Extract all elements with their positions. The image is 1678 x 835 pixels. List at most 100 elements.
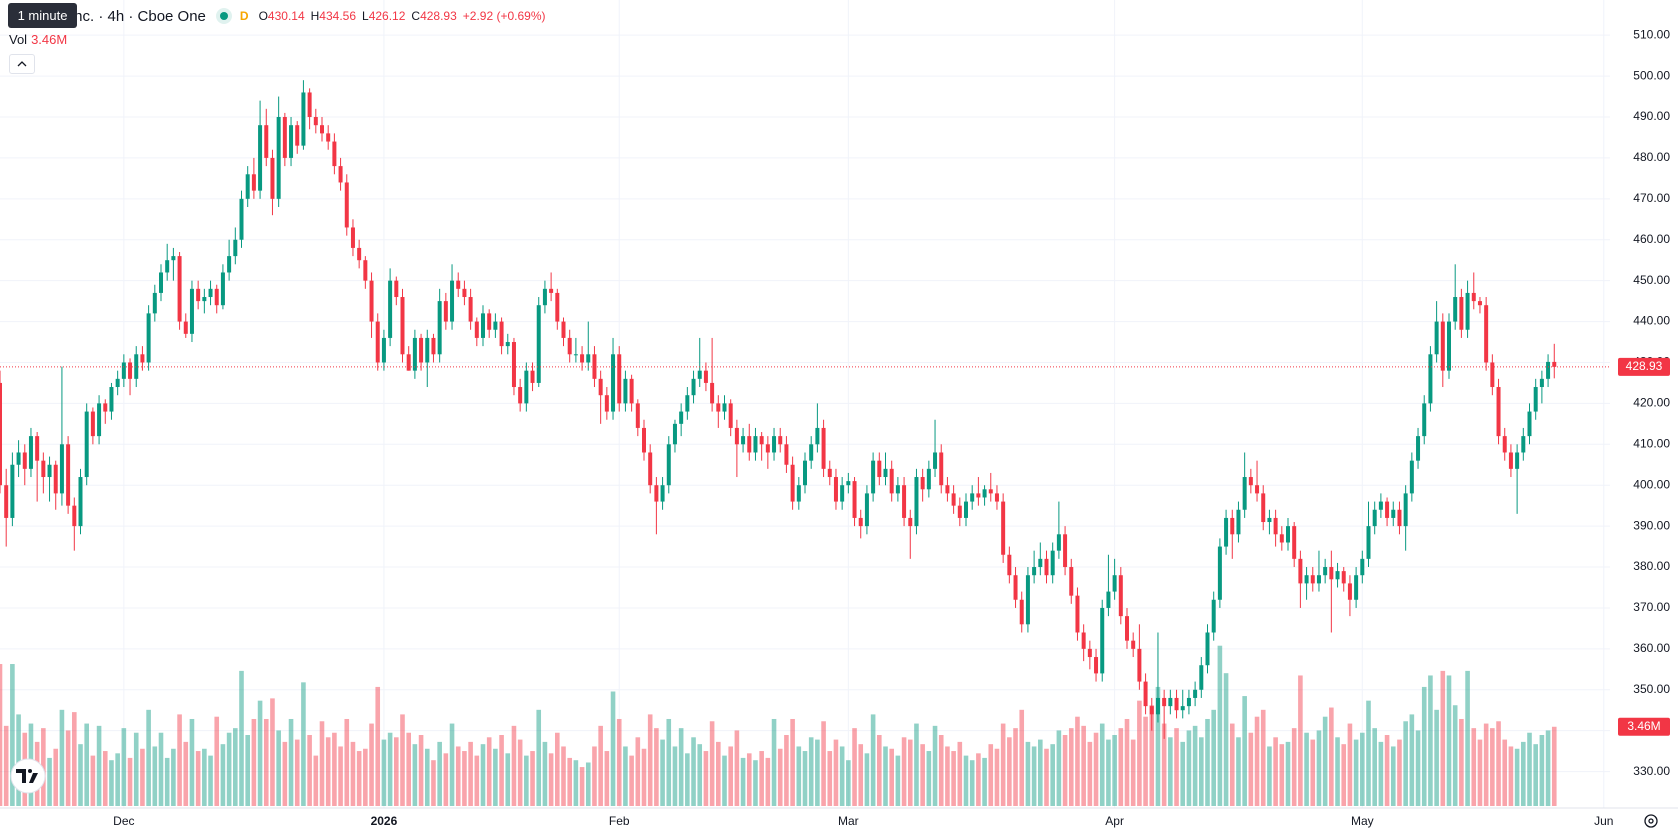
volume-bar <box>1465 670 1470 806</box>
candle-body <box>840 485 845 502</box>
volume-bar <box>728 746 733 806</box>
volume-bar <box>1149 705 1155 806</box>
volume-bar <box>78 744 83 806</box>
volume-bar <box>635 737 641 806</box>
volume-bar <box>121 728 127 806</box>
volume-bar <box>270 698 275 806</box>
candle-body <box>381 337 386 363</box>
volume-bar <box>16 714 21 806</box>
volume-bar <box>1347 723 1353 806</box>
volume-bar <box>177 714 182 806</box>
candle-body <box>103 403 108 412</box>
candle-body <box>431 337 436 355</box>
volume-bar <box>127 757 133 806</box>
candle-body <box>648 452 653 486</box>
volume-bar <box>1217 645 1223 806</box>
volume-bar <box>3 725 9 806</box>
candle-body <box>790 464 795 502</box>
volume-bar <box>1366 700 1371 806</box>
candle-body <box>462 288 467 298</box>
volume-bar <box>1168 737 1173 806</box>
candle-body <box>1131 640 1136 649</box>
candle-body <box>864 493 869 527</box>
collapse-button[interactable] <box>9 54 35 74</box>
y-tick-label: 360.00 <box>1633 641 1670 655</box>
volume-bar <box>722 755 727 806</box>
volume-bar <box>195 751 201 806</box>
volume-bar <box>982 757 987 806</box>
candle-body <box>1224 517 1229 547</box>
candle-body <box>1025 575 1030 625</box>
volume-bar <box>400 714 405 806</box>
candle-body <box>289 125 294 158</box>
candle-body <box>375 321 380 363</box>
candle-body <box>1056 534 1061 551</box>
volume-bar <box>1186 730 1192 806</box>
candle-body <box>858 517 863 527</box>
volume-bar <box>957 741 963 806</box>
candle-body <box>276 117 281 199</box>
y-tick-label: 470.00 <box>1633 191 1670 205</box>
candle-body <box>784 444 789 465</box>
candle-body <box>35 436 40 461</box>
settings-icon[interactable] <box>1644 814 1658 828</box>
volume-bar <box>1298 675 1303 806</box>
candle-body <box>1496 387 1501 437</box>
volume-bar <box>208 755 213 806</box>
volume-bar <box>455 746 461 806</box>
volume-bar <box>387 732 393 806</box>
volume-bar <box>709 721 715 806</box>
x-tick-label: Jun <box>1594 814 1613 828</box>
candle-body <box>400 297 405 355</box>
candle-body <box>28 436 33 469</box>
candle-body <box>220 272 225 306</box>
volume-bar <box>802 751 808 806</box>
candle-body <box>468 297 473 322</box>
volume-bar <box>1267 746 1272 806</box>
candle-body <box>1329 567 1334 580</box>
volume-bar <box>703 751 709 806</box>
volume-bar <box>1285 741 1291 806</box>
candle-body <box>1465 292 1470 330</box>
volume-bar <box>647 714 653 806</box>
volume-bar <box>1050 744 1055 806</box>
candle-body <box>1007 554 1012 576</box>
candle-body <box>1372 509 1377 527</box>
volume-bar <box>220 744 226 806</box>
volume-bar <box>288 718 294 806</box>
candle-body <box>1490 362 1495 388</box>
label: C <box>411 9 421 23</box>
volume-bar <box>1199 737 1204 806</box>
volume-bar <box>914 723 919 806</box>
candle-body <box>1422 403 1427 437</box>
candle-body <box>1069 567 1074 596</box>
volume-bar <box>474 755 480 806</box>
candle-body <box>753 436 758 453</box>
candle-body <box>97 403 102 437</box>
candle-body <box>734 427 739 445</box>
candle-body <box>994 493 999 502</box>
candle-body <box>1360 558 1365 576</box>
candle-body <box>1267 517 1272 523</box>
x-tick-label: 2026 <box>371 814 398 828</box>
volume-bar <box>189 718 195 806</box>
volume-bar <box>1384 735 1390 806</box>
candle-body <box>679 411 684 424</box>
candle-body <box>1508 452 1513 469</box>
volume-bar <box>716 741 721 806</box>
candle-body <box>90 411 95 437</box>
candle-body <box>920 477 925 490</box>
candle-body <box>809 444 814 461</box>
label: Vol <box>9 32 28 47</box>
grid <box>0 0 1610 808</box>
candle-body <box>1013 575 1018 600</box>
candle-body <box>1217 546 1222 600</box>
volume-bar <box>524 755 529 806</box>
volume-bar <box>1477 739 1483 806</box>
volume-bar <box>1229 723 1235 806</box>
volume-bar <box>1291 728 1297 806</box>
candle-body <box>1527 411 1532 437</box>
volume-bar <box>1508 746 1514 806</box>
candle-body <box>518 387 523 404</box>
market-status[interactable] <box>215 8 232 24</box>
